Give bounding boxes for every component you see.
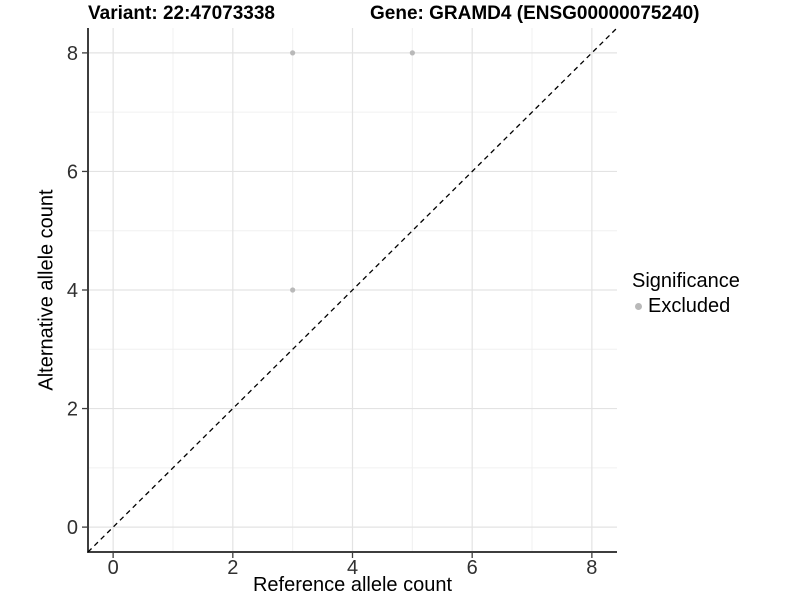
legend-title: Significance — [632, 270, 740, 292]
y-tick-label: 2 — [67, 399, 78, 421]
y-axis-title: Alternative allele count — [35, 189, 58, 391]
y-tick-label: 8 — [67, 43, 78, 65]
x-axis-title: Reference allele count — [252, 574, 452, 596]
legend: Significance Excluded — [632, 270, 740, 318]
data-point — [290, 50, 296, 56]
plot-title-variant: Variant: 22:47073338 — [88, 3, 275, 24]
legend-item: Excluded — [632, 295, 740, 318]
data-point — [290, 287, 296, 293]
x-tick-label: 6 — [467, 557, 478, 579]
identity-dashed-line — [87, 27, 618, 553]
legend-key-dot-icon — [635, 303, 642, 310]
x-tick-label: 8 — [586, 557, 597, 579]
data-point — [409, 50, 415, 56]
legend-items: Excluded — [632, 295, 740, 318]
plot-title-gene: Gene: GRAMD4 (ENSG00000075240) — [370, 3, 700, 24]
y-tick-label: 6 — [67, 161, 78, 183]
y-tick-label: 4 — [67, 280, 78, 302]
y-tick-label: 0 — [67, 517, 78, 539]
legend-item-label: Excluded — [648, 295, 731, 317]
x-tick-label: 2 — [227, 557, 238, 579]
x-tick-label: 0 — [108, 557, 119, 579]
x-tick-label: 4 — [347, 557, 358, 579]
